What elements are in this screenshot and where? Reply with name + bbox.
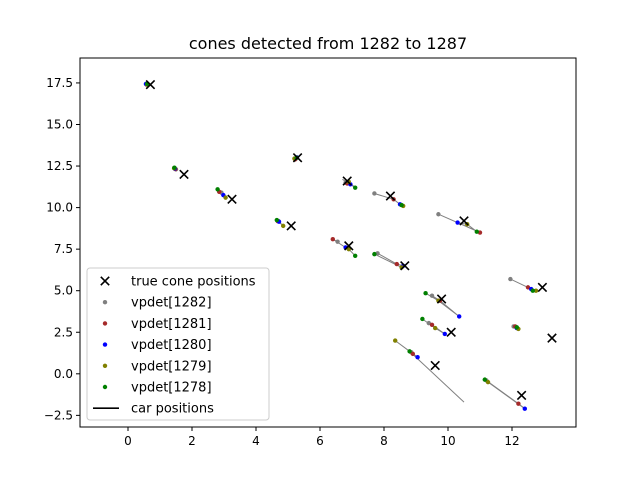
true-cone-marker [516, 390, 527, 401]
tick-layer: 0 2 4 6 8 10 12 −2.5 0.0 2.5 5.0 7.5 10.0 12.5 15.0 17.… [44, 76, 520, 448]
detection-point [482, 377, 487, 382]
legend-marker-dot [102, 342, 108, 347]
detection-point [474, 229, 479, 234]
legend-label: vpdet[1278] [131, 381, 212, 396]
detection-point [399, 202, 404, 208]
y-tick-label: 17.5 [46, 76, 73, 90]
detection-point [274, 217, 279, 223]
true-cone-marker [344, 241, 354, 251]
true-cone-marker [430, 360, 440, 371]
track-line-12 [422, 318, 446, 335]
detection-point [522, 406, 527, 411]
legend: true cone positions vpdet[1282] vpdet[1281… [86, 267, 270, 421]
true-cone-marker [537, 282, 548, 293]
y-tick-label: 0.0 [54, 367, 73, 381]
true-cone-marker [446, 327, 456, 338]
detection-point [516, 401, 521, 406]
y-tick-label: 10.0 [46, 201, 73, 215]
detection-point [442, 331, 447, 337]
true-cone-marker [436, 294, 447, 304]
x-tick-label: 8 [380, 434, 388, 448]
legend-frame [86, 267, 270, 421]
detection-point [533, 288, 539, 293]
x-tick-label: 10 [440, 434, 455, 448]
detection-point [415, 354, 420, 360]
x-tick-label: 6 [316, 434, 324, 448]
legend-label: car positions [131, 402, 214, 417]
legend-label: vpdet[1281] [131, 317, 212, 332]
detection-point [394, 261, 399, 267]
detection-point [330, 236, 335, 242]
legend-label: true cone positions [131, 275, 256, 290]
detection-point [530, 288, 535, 293]
detection-point [393, 338, 398, 343]
detection-point [455, 220, 460, 225]
legend-marker-dot [102, 363, 108, 368]
detection-point [215, 187, 220, 192]
y-tick-label: 12.5 [46, 159, 73, 173]
true-cone-marker [227, 194, 237, 205]
true-cone-marker [400, 261, 410, 271]
detection-point [223, 195, 228, 200]
y-tick-label: 5.0 [54, 284, 73, 298]
x-tick-label: 0 [124, 434, 132, 448]
detection-point [457, 314, 462, 319]
detection-point [429, 293, 435, 298]
true-cone-marker [342, 176, 352, 186]
legend-marker-dot [102, 300, 108, 305]
detection-point [420, 316, 425, 322]
x-tick-label: 4 [252, 434, 260, 448]
axes-frame [79, 57, 577, 428]
legend-label: vpdet[1282] [131, 296, 212, 311]
detection-point [508, 276, 513, 282]
detection-point [335, 239, 340, 244]
true-cone-marker [179, 169, 189, 180]
track-line-14 [394, 340, 465, 403]
y-tick-label: −2.5 [44, 408, 73, 422]
true-cone-marker [385, 191, 396, 201]
detection-point [436, 212, 441, 217]
plot-area [143, 79, 557, 411]
legend-marker-true-cone [100, 276, 110, 286]
detection-point [514, 325, 519, 330]
detection-point [172, 165, 177, 170]
y-tick-label: 15.0 [46, 117, 73, 131]
detection-point [281, 223, 286, 229]
detection-point [423, 290, 428, 296]
y-tick-label: 2.5 [54, 325, 73, 339]
detection-point [429, 322, 435, 327]
legend-marker-dot [102, 384, 108, 390]
detection-point [372, 191, 377, 196]
y-tick-label: 7.5 [54, 242, 73, 256]
true-cone-marker [292, 152, 303, 163]
detection-point [433, 325, 438, 331]
detection-point [410, 351, 415, 357]
detection-point [372, 251, 377, 257]
legend-label: vpdet[1279] [131, 359, 212, 374]
detection-point [353, 253, 358, 258]
detection-point [353, 185, 358, 190]
detection-point [407, 349, 412, 354]
x-tick-label: 2 [188, 434, 196, 448]
detection-point [485, 379, 491, 385]
true-cone-marker [145, 79, 156, 90]
true-cone-marker [547, 333, 557, 343]
chart-title: cones detected from 1282 to 1287 [189, 34, 467, 53]
legend-label: vpdet[1280] [131, 338, 212, 353]
true-cone-marker [286, 221, 296, 231]
x-tick-label: 12 [504, 434, 519, 448]
legend-marker-dot [102, 321, 108, 326]
true-cone-marker [459, 216, 469, 226]
track-line-8 [374, 252, 405, 269]
